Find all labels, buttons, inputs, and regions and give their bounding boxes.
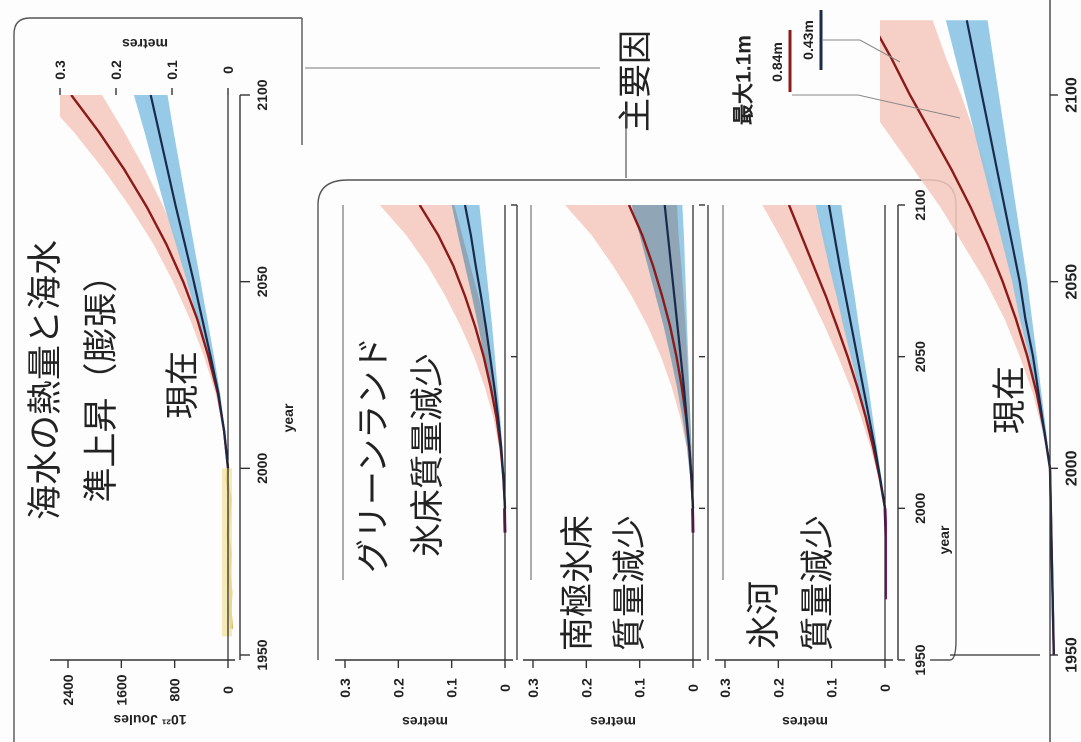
antarctic-value-axis-label: metres: [590, 714, 636, 730]
shared-year-tick-label-1950: 1950: [912, 644, 928, 675]
total-year-tick-label-2100: 2100: [1064, 77, 1081, 113]
annotation-low-scenario: 0.43m: [800, 20, 816, 60]
low-scenario-line: [663, 205, 695, 509]
year-axis-label: year: [280, 403, 296, 432]
antarctic-title-line-1: 南極氷床: [558, 515, 598, 651]
series-group-antarctic: [565, 205, 695, 533]
antarctic-value-tick-label-0: 0: [685, 684, 701, 692]
glacier-value-tick-label-0.2: 0.2: [770, 678, 786, 698]
total-year-tick-label-2050: 2050: [1064, 264, 1081, 300]
greenland-title-line-1: グリーンランド: [354, 337, 394, 573]
shared-year-tick-label-2050: 2050: [912, 341, 928, 372]
low-scenario-line: [463, 205, 507, 509]
high-scenario-band: [762, 205, 885, 509]
year-tick-label-2050: 2050: [254, 266, 270, 297]
greenland-value-tick-label-0.1: 0.1: [444, 678, 460, 698]
low-scenario-band: [945, 20, 1054, 656]
glacier-value-tick-label-0.3: 0.3: [717, 678, 733, 698]
antarctic-value-tick-label-0.2: 0.2: [578, 678, 594, 698]
ocean-title-line-1: 海水の熱量と海水: [26, 240, 66, 520]
low-scenario-line: [149, 95, 230, 469]
greenland-title-line-2: 氷床質量減少: [408, 353, 448, 557]
overlap-band: [631, 205, 693, 509]
ocean-panel-frame: [13, 17, 302, 742]
shared-year-axis-label: year: [936, 525, 952, 554]
metres-tick-label: 0.3: [52, 60, 68, 80]
total-now-label: 現在: [990, 366, 1030, 434]
greenland-value-tick-label-0.2: 0.2: [390, 678, 406, 698]
shared-year-tick-label-2000: 2000: [912, 493, 928, 524]
metres-tick-label: 0.2: [108, 60, 124, 80]
annotation-max-rise: 最大1.1m: [733, 35, 756, 125]
year-tick-label-2100: 2100: [254, 79, 270, 110]
annotation-high-scenario: 0.84m: [769, 42, 785, 82]
low-scenario-band: [815, 205, 885, 509]
ocean-now-label: 現在: [163, 351, 203, 419]
joules-axis-label: 10²¹ Joules: [113, 712, 186, 728]
antarctic-title-line-2: 質量減少: [610, 515, 650, 651]
antarctic-value-tick-label-0.3: 0.3: [525, 678, 541, 698]
glacier-value-tick-label-0.1: 0.1: [824, 678, 840, 698]
ocean-title-line-2: 準上昇（膨張）: [82, 257, 122, 502]
joules-tick-label-1600: 1600: [113, 674, 129, 705]
year-tick-label-1950: 1950: [254, 639, 270, 670]
low-scenario-line: [965, 20, 1055, 656]
joules-tick-label-800: 800: [167, 678, 183, 702]
leader-low: [822, 39, 901, 63]
greenland-value-tick-label-0: 0: [497, 684, 513, 692]
glacier-value-axis-label: metres: [782, 714, 828, 730]
metres-axis-label: metres: [122, 36, 168, 52]
series-group-glacier: [762, 205, 887, 600]
total-year-tick-label-1950: 1950: [1064, 637, 1081, 673]
glacier-title-line-1: 氷河: [744, 581, 784, 649]
total-year-tick-label-2000: 2000: [1064, 450, 1081, 486]
joules-tick-label-2400: 2400: [60, 674, 76, 705]
high-scenario-band: [880, 20, 1054, 655]
series-group-greenland: [379, 205, 507, 533]
shared-year-tick-label-2100: 2100: [912, 189, 928, 220]
total-title: 主要因: [616, 30, 656, 132]
high-scenario-line: [787, 205, 887, 509]
metres-tick-label: 0: [220, 66, 236, 74]
metres-tick-label: 0.1: [164, 60, 180, 80]
high-scenario-band: [60, 95, 228, 469]
antarctic-value-tick-label-0.1: 0.1: [632, 678, 648, 698]
leader-high: [792, 94, 961, 119]
glacier-value-tick-label-0: 0: [877, 684, 893, 692]
joules-tick-label-0: 0: [220, 686, 236, 694]
series-group-total: [880, 20, 1055, 656]
greenland-value-axis-label: metres: [402, 714, 448, 730]
observed-band: [222, 468, 232, 637]
low-scenario-line: [827, 205, 887, 509]
glacier-title-line-2: 質量減少: [798, 515, 838, 651]
year-tick-label-2000: 2000: [254, 453, 270, 484]
low-scenario-band: [451, 205, 505, 509]
greenland-value-tick-label-0.3: 0.3: [337, 678, 353, 698]
